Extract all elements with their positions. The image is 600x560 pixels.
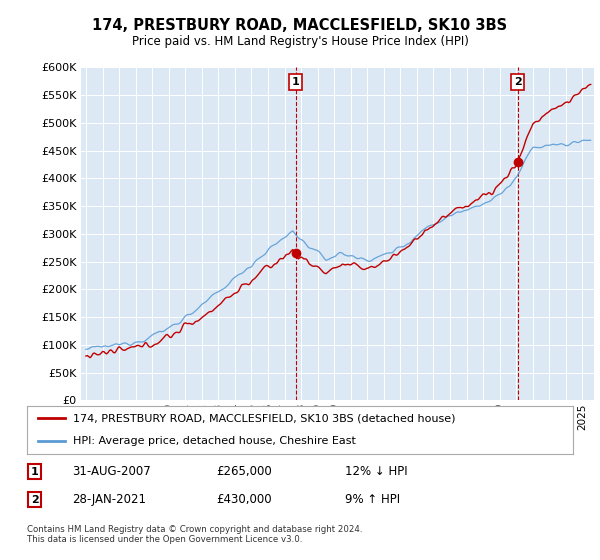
Text: 1: 1 (292, 77, 299, 87)
Text: 31-AUG-2007: 31-AUG-2007 (72, 465, 151, 478)
Text: 28-JAN-2021: 28-JAN-2021 (72, 493, 146, 506)
Text: Contains HM Land Registry data © Crown copyright and database right 2024.
This d: Contains HM Land Registry data © Crown c… (27, 525, 362, 544)
Text: 1: 1 (31, 466, 38, 477)
Text: 2: 2 (514, 77, 521, 87)
Text: 9% ↑ HPI: 9% ↑ HPI (345, 493, 400, 506)
Text: £265,000: £265,000 (216, 465, 272, 478)
Text: Price paid vs. HM Land Registry's House Price Index (HPI): Price paid vs. HM Land Registry's House … (131, 35, 469, 48)
Text: 174, PRESTBURY ROAD, MACCLESFIELD, SK10 3BS: 174, PRESTBURY ROAD, MACCLESFIELD, SK10 … (92, 18, 508, 33)
Text: 2: 2 (31, 494, 38, 505)
Text: HPI: Average price, detached house, Cheshire East: HPI: Average price, detached house, Ches… (73, 436, 356, 446)
Text: £430,000: £430,000 (216, 493, 272, 506)
Text: 12% ↓ HPI: 12% ↓ HPI (345, 465, 407, 478)
Text: 174, PRESTBURY ROAD, MACCLESFIELD, SK10 3BS (detached house): 174, PRESTBURY ROAD, MACCLESFIELD, SK10 … (73, 413, 456, 423)
